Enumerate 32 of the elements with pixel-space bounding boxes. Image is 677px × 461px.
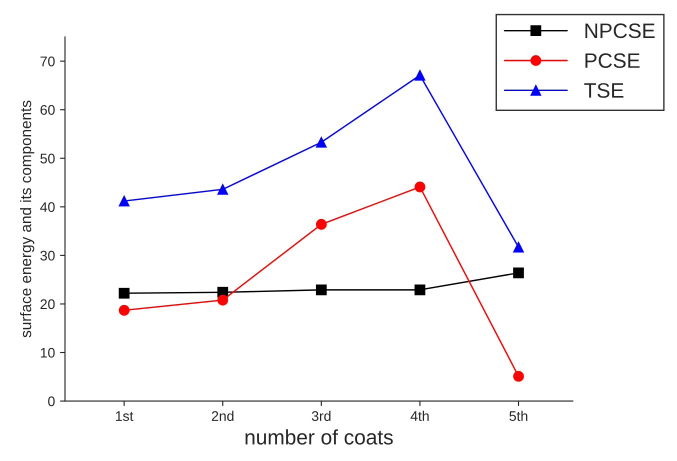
x-tick-label: 3rd	[312, 410, 330, 421]
legend-label: NPCSE	[585, 23, 655, 38]
point	[513, 267, 524, 278]
point	[118, 304, 130, 316]
legend-label: TSE	[584, 83, 624, 98]
point	[316, 136, 327, 148]
legend-label: PCSE	[585, 53, 640, 68]
x-tick-label: 2nd	[212, 410, 234, 421]
point	[316, 218, 327, 230]
y-tick-label: 50	[40, 154, 55, 164]
point	[118, 196, 130, 206]
point	[217, 184, 228, 195]
y-tick-label: 10	[40, 348, 55, 358]
y-tick-label: 0	[48, 396, 55, 406]
point	[513, 242, 524, 253]
point	[414, 70, 426, 81]
y-tick-label: 40	[40, 202, 55, 212]
point	[118, 288, 130, 299]
y-tick-label: 20	[40, 299, 55, 310]
point	[414, 182, 426, 192]
point	[217, 294, 228, 306]
y-tick-label: 70	[40, 56, 55, 66]
point	[414, 284, 426, 296]
x-tick-label: 4th	[410, 410, 429, 421]
x-tick-label: 5th	[509, 410, 528, 421]
x-axis-title: number of coats	[246, 429, 393, 445]
y-axis-title: surface energy and its components	[20, 100, 34, 338]
x-tick-label: 1st	[116, 411, 134, 421]
y-tick-label: 30	[40, 250, 55, 261]
y-tick-label: 60	[40, 105, 55, 115]
point	[316, 284, 327, 296]
point	[513, 370, 524, 382]
